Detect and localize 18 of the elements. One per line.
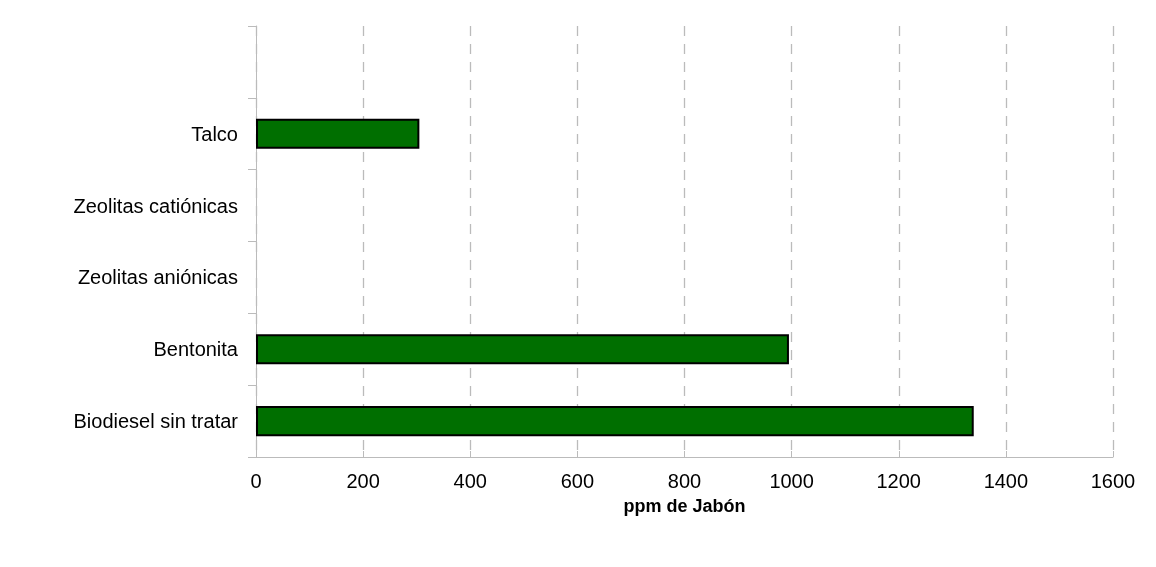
x-axis-title: ppm de Jabón (623, 496, 746, 516)
y-tick-label: Zeolitas catiónicas (73, 194, 238, 217)
x-tick-label: 0 (250, 470, 262, 492)
x-tick-label: 1400 (983, 470, 1029, 492)
x-tick-label: 800 (667, 470, 702, 492)
y-tick-label: Talco (191, 122, 238, 145)
x-tick-label: 400 (453, 470, 487, 492)
x-tick-label: 1200 (876, 470, 921, 492)
bar (256, 334, 789, 365)
y-tick-label: Bentonita (153, 338, 239, 361)
bar (256, 406, 974, 437)
x-tick-label: 1000 (769, 470, 814, 492)
x-tick-label: 1600 (1090, 470, 1136, 492)
x-tick-label: 200 (346, 470, 380, 492)
bar (256, 118, 420, 149)
y-tick-label: Zeolitas aniónicas (77, 266, 238, 289)
y-tick-label: Biodiesel sin tratar (73, 410, 239, 433)
x-tick-label: 600 (560, 470, 595, 492)
